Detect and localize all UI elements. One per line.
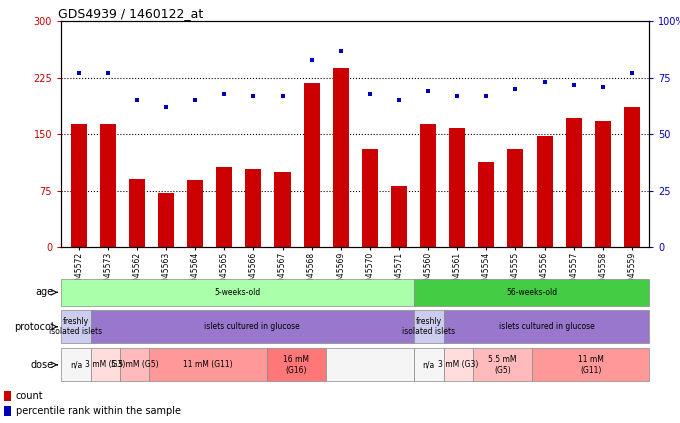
Bar <box>566 118 581 247</box>
Bar <box>158 193 174 247</box>
Bar <box>71 124 86 247</box>
Text: GDS4939 / 1460122_at: GDS4939 / 1460122_at <box>58 7 203 20</box>
Bar <box>61 348 90 382</box>
Bar <box>216 167 233 247</box>
Text: dose: dose <box>31 360 54 370</box>
Bar <box>391 186 407 247</box>
Point <box>131 97 142 104</box>
Point <box>103 70 114 77</box>
Text: freshly
isolated islets: freshly isolated islets <box>50 317 103 336</box>
Bar <box>624 107 640 247</box>
Bar <box>187 180 203 247</box>
Point <box>160 104 171 110</box>
Bar <box>333 68 349 247</box>
Text: 5-weeks-old: 5-weeks-old <box>214 288 261 297</box>
Text: age: age <box>36 287 54 297</box>
Bar <box>326 348 414 382</box>
Text: count: count <box>16 391 43 401</box>
Bar <box>414 348 443 382</box>
Bar <box>90 348 120 382</box>
Point <box>626 70 637 77</box>
Bar <box>443 310 649 343</box>
Bar <box>275 172 290 247</box>
Point <box>423 88 434 95</box>
Bar <box>473 348 532 382</box>
Bar <box>507 149 524 247</box>
Point <box>190 97 201 104</box>
Text: 11 mM (G11): 11 mM (G11) <box>184 360 233 369</box>
Text: freshly
isolated islets: freshly isolated islets <box>403 317 456 336</box>
Text: 5.5 mM (G5): 5.5 mM (G5) <box>111 360 158 369</box>
Point <box>597 83 608 90</box>
Point <box>306 56 317 63</box>
Bar <box>449 128 465 247</box>
Bar <box>61 310 90 343</box>
Text: n/a: n/a <box>423 360 435 369</box>
Text: 56-weeks-old: 56-weeks-old <box>506 288 558 297</box>
Text: 3 mM (G3): 3 mM (G3) <box>438 360 479 369</box>
Point <box>335 47 346 54</box>
Text: 3 mM (G3): 3 mM (G3) <box>85 360 126 369</box>
Bar <box>245 169 261 247</box>
Bar <box>414 279 649 305</box>
Point <box>219 90 230 97</box>
Point <box>539 79 550 85</box>
Bar <box>4 406 12 416</box>
Text: islets cultured in glucose: islets cultured in glucose <box>498 322 594 331</box>
Bar <box>4 391 12 401</box>
Text: 16 mM
(G16): 16 mM (G16) <box>284 355 309 374</box>
Bar <box>532 348 649 382</box>
Point <box>394 97 405 104</box>
Point <box>277 93 288 99</box>
Point <box>248 93 259 99</box>
Point <box>568 81 579 88</box>
Point <box>510 86 521 93</box>
Bar <box>90 310 414 343</box>
Point <box>481 93 492 99</box>
Bar <box>362 149 378 247</box>
Bar <box>420 124 436 247</box>
Text: islets cultured in glucose: islets cultured in glucose <box>205 322 301 331</box>
Point <box>364 90 375 97</box>
Bar <box>478 162 494 247</box>
Bar <box>120 348 150 382</box>
Text: protocol: protocol <box>14 322 54 332</box>
Bar <box>414 310 443 343</box>
Text: percentile rank within the sample: percentile rank within the sample <box>16 406 180 416</box>
Bar <box>303 83 320 247</box>
Bar <box>129 179 145 247</box>
Bar <box>267 348 326 382</box>
Bar <box>537 136 553 247</box>
Text: n/a: n/a <box>70 360 82 369</box>
Bar <box>595 121 611 247</box>
Text: 11 mM
(G11): 11 mM (G11) <box>577 355 604 374</box>
Bar <box>61 279 414 305</box>
Text: 5.5 mM
(G5): 5.5 mM (G5) <box>488 355 517 374</box>
Bar <box>443 348 473 382</box>
Point <box>73 70 84 77</box>
Point <box>452 93 462 99</box>
Bar <box>150 348 267 382</box>
Bar <box>100 124 116 247</box>
